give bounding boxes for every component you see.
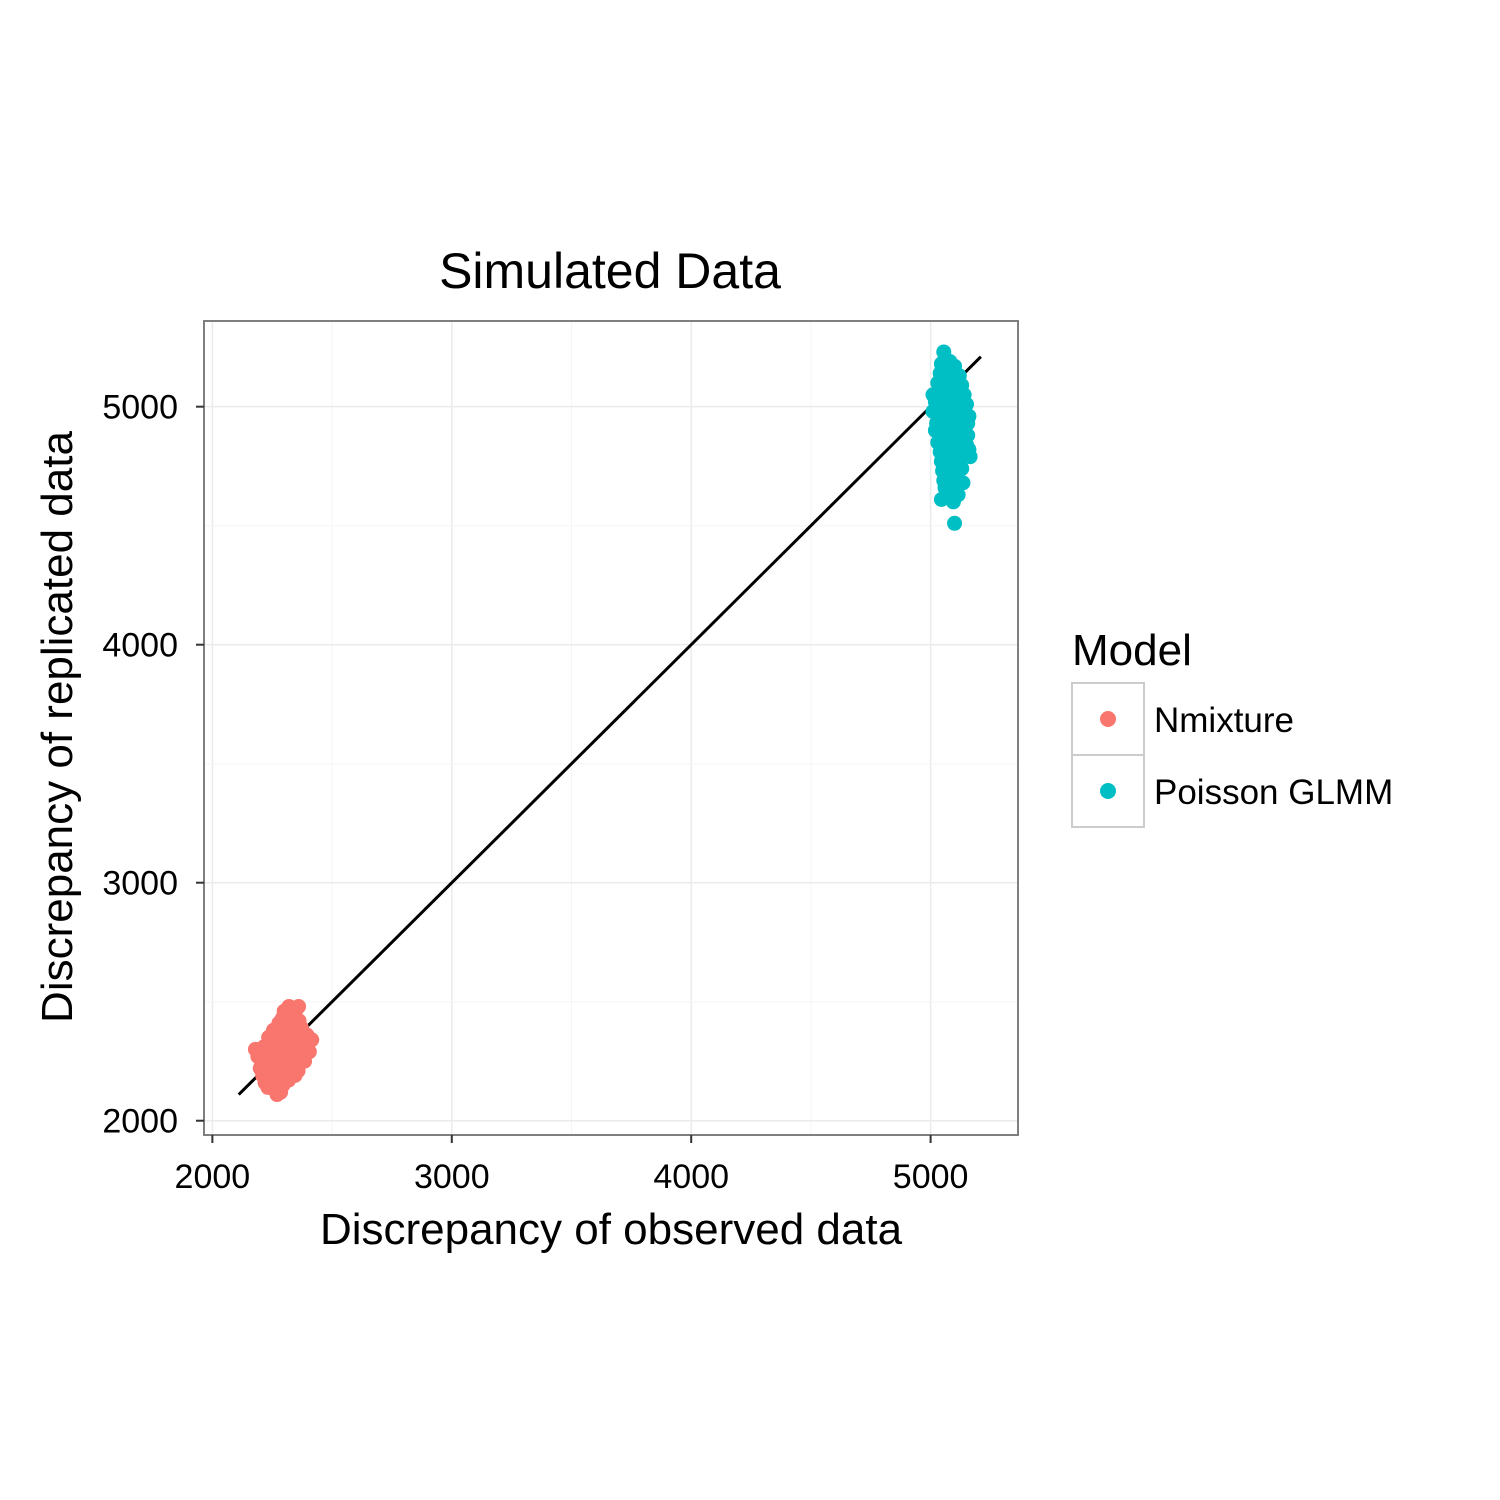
data-point bbox=[943, 363, 959, 379]
y-tick-label: 4000 bbox=[102, 627, 178, 665]
series-nmixture bbox=[247, 998, 320, 1103]
x-axis-title: Discrepancy of observed data bbox=[320, 1205, 903, 1254]
data-point bbox=[304, 1032, 320, 1048]
series-poisson-glmm bbox=[925, 344, 978, 531]
legend-label: Nmixture bbox=[1154, 701, 1294, 740]
legend-label: Poisson GLMM bbox=[1154, 773, 1393, 812]
data-point bbox=[961, 442, 977, 458]
reference-line bbox=[237, 355, 982, 1096]
data-point bbox=[291, 998, 307, 1014]
x-tick-label: 5000 bbox=[893, 1158, 969, 1196]
chart-title: Simulated Data bbox=[439, 243, 781, 299]
legend-key-marker bbox=[1100, 783, 1116, 799]
grid-lines bbox=[204, 321, 1018, 1135]
x-tick-label: 2000 bbox=[175, 1158, 251, 1196]
plot-border bbox=[203, 320, 1019, 1136]
data-point bbox=[956, 399, 972, 415]
y-tick-label: 3000 bbox=[102, 865, 178, 903]
x-tick-label: 4000 bbox=[653, 1158, 729, 1196]
legend-items: Nmixture Poisson GLMM bbox=[1071, 682, 1393, 828]
data-point bbox=[927, 422, 943, 438]
data-point bbox=[301, 1044, 317, 1060]
data-points bbox=[247, 344, 978, 1103]
legend-key-marker bbox=[1100, 711, 1116, 727]
y-tick-label: 2000 bbox=[102, 1103, 178, 1141]
data-point bbox=[925, 403, 941, 419]
data-point bbox=[264, 1027, 280, 1043]
legend: Model Nmixture Poisson GLMM bbox=[1071, 626, 1393, 828]
legend-title: Model bbox=[1072, 626, 1192, 675]
data-point bbox=[947, 515, 963, 531]
data-point bbox=[960, 415, 976, 431]
data-point bbox=[945, 494, 961, 510]
y-axis: 2000 3000 4000 5000 bbox=[102, 389, 204, 1141]
y-tick-label: 5000 bbox=[102, 389, 178, 427]
y-axis-title: Discrepancy of replicated data bbox=[33, 431, 82, 1023]
plot-panel bbox=[203, 320, 1019, 1136]
x-axis: 2000 3000 4000 5000 bbox=[175, 1135, 969, 1196]
x-tick-label: 3000 bbox=[414, 1158, 490, 1196]
